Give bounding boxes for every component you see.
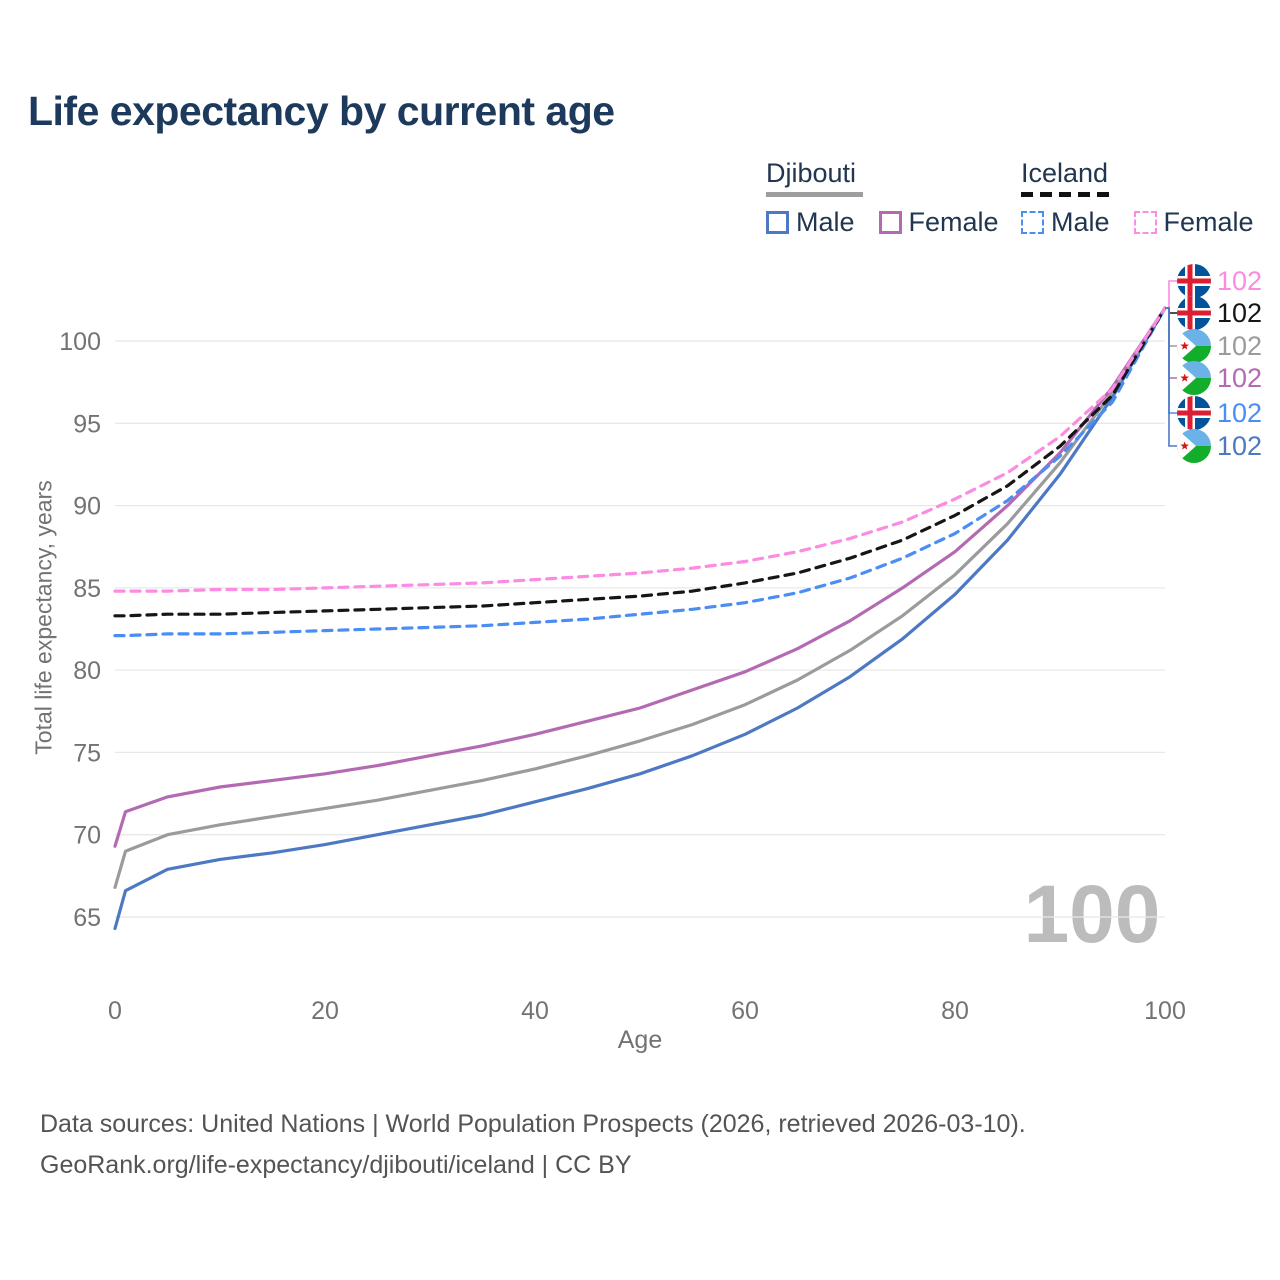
legend-swatch-djibouti-female bbox=[878, 211, 902, 234]
legend-item-djibouti-male[interactable]: Male bbox=[766, 207, 855, 238]
legend-group-iceland-underline bbox=[1021, 192, 1111, 197]
djibouti-flag-icon bbox=[1177, 329, 1211, 363]
legend-group-iceland-label: Iceland bbox=[1021, 158, 1109, 188]
series-line-djibouti-both[interactable] bbox=[113, 306, 1167, 890]
end-label-value: 102 bbox=[1217, 297, 1263, 328]
x-axis-title: Age bbox=[617, 1026, 663, 1054]
series-line-iceland-both[interactable] bbox=[113, 306, 1167, 618]
age-counter-watermark: 100 bbox=[1023, 869, 1161, 960]
footer: Data sources: United Nations | World Pop… bbox=[40, 1104, 1026, 1186]
legend-swatch-djibouti-male bbox=[766, 211, 789, 234]
end-label-djibouti-both: 102 bbox=[1177, 329, 1262, 363]
y-tick-label: 70 bbox=[73, 822, 101, 850]
iceland-flag-icon bbox=[1177, 296, 1211, 330]
y-tick-label: 90 bbox=[73, 493, 101, 521]
footer-data-sources: Data sources: United Nations | World Pop… bbox=[40, 1110, 1026, 1138]
legend-item-djibouti-female[interactable]: Female bbox=[878, 207, 999, 238]
legend-group-djibouti: Djibouti Male Female bbox=[766, 158, 999, 238]
x-tick-label: 0 bbox=[108, 997, 122, 1025]
legend-group-djibouti-label: Djibouti bbox=[766, 158, 857, 188]
x-tick-label: 20 bbox=[311, 997, 339, 1025]
series-line-iceland-male[interactable] bbox=[113, 306, 1167, 638]
y-tick-label: 85 bbox=[73, 575, 101, 603]
end-label-iceland-both: 102 bbox=[1177, 296, 1262, 330]
legend-swatch-iceland-male bbox=[1021, 211, 1044, 234]
end-label-value: 102 bbox=[1217, 430, 1263, 461]
iceland-flag-icon bbox=[1177, 264, 1211, 298]
legend-item-iceland-female[interactable]: Female bbox=[1133, 207, 1254, 238]
x-tick-label: 40 bbox=[521, 997, 549, 1025]
x-tick-label: 80 bbox=[941, 997, 969, 1025]
x-tick-label: 60 bbox=[731, 997, 759, 1025]
y-tick-label: 80 bbox=[73, 657, 101, 685]
legend-swatch-iceland-female bbox=[1133, 211, 1157, 234]
end-label-value: 102 bbox=[1217, 330, 1263, 361]
y-tick-label: 75 bbox=[73, 739, 101, 767]
legend-group-iceland: Iceland Male Female bbox=[1021, 158, 1254, 238]
y-tick-label: 65 bbox=[73, 904, 101, 932]
series-line-djibouti-male[interactable] bbox=[113, 306, 1167, 931]
legend-item-label: Female bbox=[908, 207, 999, 237]
end-label-value: 102 bbox=[1217, 265, 1263, 296]
end-label-connector bbox=[1165, 307, 1178, 447]
end-label-value: 102 bbox=[1217, 397, 1263, 428]
x-tick-label: 100 bbox=[1144, 997, 1186, 1025]
end-label-iceland-male: 102 bbox=[1177, 396, 1262, 430]
series-line-djibouti-female[interactable] bbox=[113, 306, 1167, 848]
page-title: Life expectancy by current age bbox=[28, 88, 615, 134]
legend-item-label: Male bbox=[796, 207, 855, 237]
legend-group-djibouti-underline bbox=[766, 192, 863, 197]
legend-item-label: Male bbox=[1051, 207, 1110, 237]
legend-item-label: Female bbox=[1163, 207, 1254, 237]
iceland-flag-icon bbox=[1177, 396, 1211, 430]
end-label-iceland-female: 102 bbox=[1177, 264, 1262, 298]
end-label-value: 102 bbox=[1217, 362, 1263, 393]
legend-item-iceland-male[interactable]: Male bbox=[1021, 207, 1110, 238]
djibouti-flag-icon bbox=[1177, 429, 1211, 463]
y-tick-label: 100 bbox=[59, 328, 101, 356]
end-label-djibouti-female: 102 bbox=[1177, 361, 1262, 395]
djibouti-flag-icon bbox=[1177, 361, 1211, 395]
y-tick-label: 95 bbox=[73, 410, 101, 438]
y-axis-title: Total life expectancy, years bbox=[30, 480, 57, 755]
footer-attribution: GeoRank.org/life-expectancy/djibouti/ice… bbox=[40, 1151, 632, 1179]
series-line-iceland-female[interactable] bbox=[113, 306, 1167, 593]
end-label-djibouti-male: 102 bbox=[1177, 429, 1262, 463]
